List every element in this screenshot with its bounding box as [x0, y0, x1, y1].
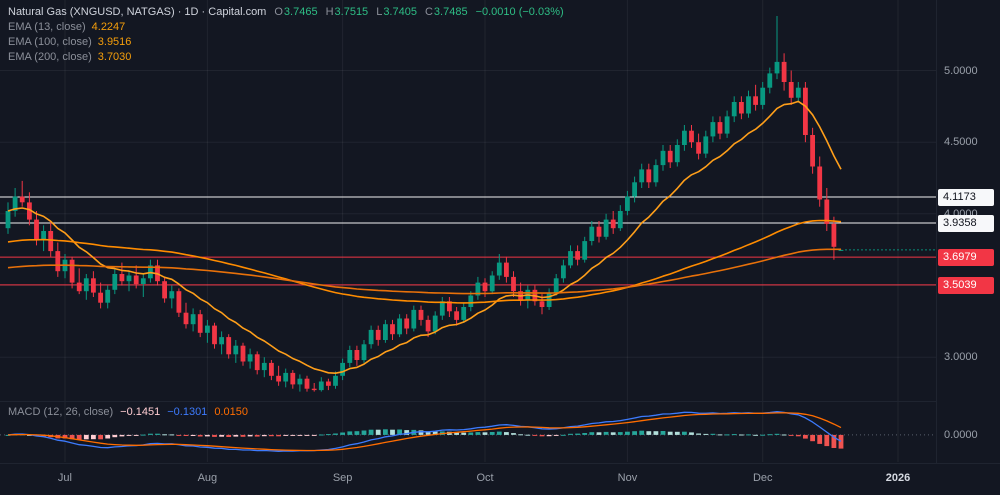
ema200-legend-row[interactable]: EMA (200, close) 3.7030 — [8, 50, 564, 65]
price-axis-tick: 4.5000 — [944, 136, 978, 149]
time-axis-label: Sep — [332, 472, 353, 484]
open-label: O — [274, 6, 283, 18]
change-value: −0.0010 (−0.03%) — [475, 6, 564, 18]
price-pane-canvas[interactable] — [0, 0, 936, 401]
macd-signal-value: 0.0150 — [214, 406, 248, 418]
low-value: 3.7405 — [383, 6, 417, 18]
macd-label: MACD (12, 26, close) — [8, 406, 114, 418]
symbol-title: Natural Gas (XNGUSD, NATGAS) · 1D · Capi… — [8, 6, 267, 18]
ema200-value: 3.7030 — [97, 51, 132, 63]
pane-separator — [0, 401, 936, 402]
close-value: 3.7485 — [433, 6, 468, 18]
time-axis[interactable]: Jul Aug Sep Oct Nov Dec 2026 — [0, 463, 1000, 495]
macd-zero-tick: 0.0000 — [944, 428, 978, 441]
price-axis[interactable]: 5.00004.50004.00003.50003.00000.00004.11… — [936, 0, 1000, 463]
time-axis-label: Aug — [197, 472, 218, 484]
macd-pane-canvas[interactable] — [0, 402, 936, 462]
macd-line-value: −0.1301 — [167, 406, 208, 418]
symbol-legend-row[interactable]: Natural Gas (XNGUSD, NATGAS) · 1D · Capi… — [8, 5, 564, 20]
ema13-label: EMA (13, close) — [8, 21, 86, 33]
low-label: L — [376, 6, 383, 18]
chart-legend: Natural Gas (XNGUSD, NATGAS) · 1D · Capi… — [8, 5, 564, 65]
high-value: 3.7515 — [334, 6, 369, 18]
high-label: H — [325, 6, 334, 18]
price-level-badge[interactable]: 3.5039 — [938, 276, 994, 294]
ema13-value: 4.2247 — [91, 21, 126, 33]
time-axis-label: Jul — [57, 472, 72, 484]
price-level-badge[interactable]: 3.9358 — [938, 215, 994, 233]
time-axis-label: Dec — [752, 472, 773, 484]
close-label: C — [424, 6, 433, 18]
price-level-badge[interactable]: 3.6979 — [938, 249, 994, 267]
ema100-legend-row[interactable]: EMA (100, close) 3.9516 — [8, 35, 564, 50]
ema13-legend-row[interactable]: EMA (13, close) 4.2247 — [8, 20, 564, 35]
macd-legend-row[interactable]: MACD (12, 26, close) −0.1451 −0.1301 0.0150 — [8, 405, 248, 419]
time-axis-label: Oct — [476, 472, 494, 484]
open-value: 3.7465 — [283, 6, 318, 18]
time-axis-label: 2026 — [885, 472, 911, 484]
ema200-label: EMA (200, close) — [8, 51, 92, 63]
time-axis-label: Nov — [617, 472, 638, 484]
macd-hist-value: −0.1451 — [120, 406, 161, 418]
price-level-badge[interactable]: 4.1173 — [938, 189, 994, 207]
ema100-label: EMA (100, close) — [8, 36, 92, 48]
price-axis-tick: 3.0000 — [944, 351, 978, 364]
ema100-value: 3.9516 — [97, 36, 132, 48]
price-axis-tick: 5.0000 — [944, 64, 978, 77]
